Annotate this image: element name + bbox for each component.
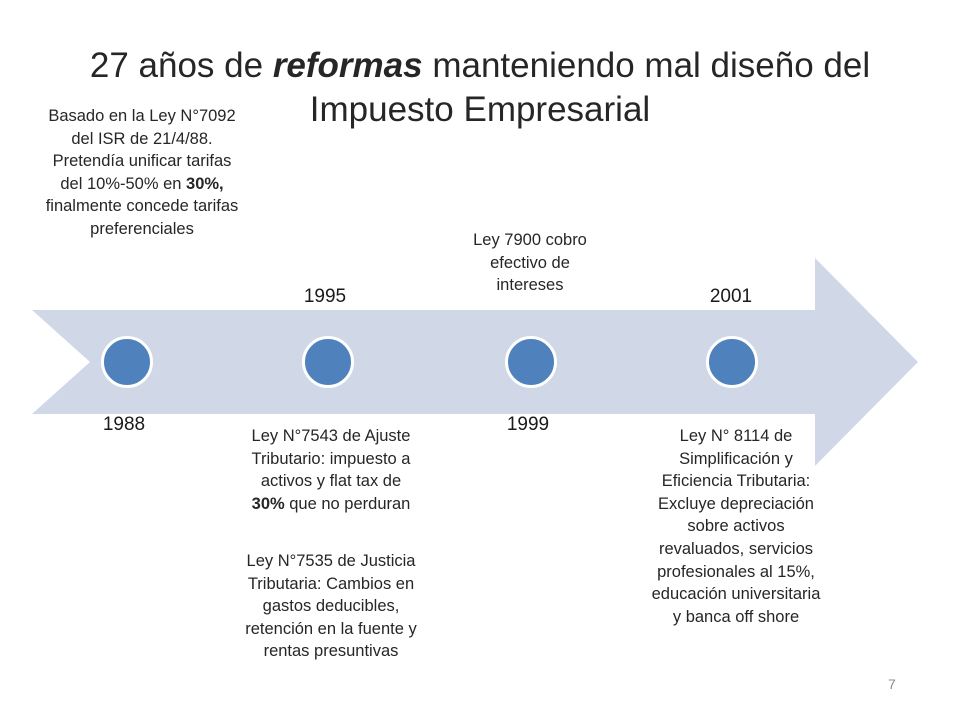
event-1999-description: Ley 7900 cobro efectivo de intereses xyxy=(473,231,587,295)
page-number: 7 xyxy=(888,676,896,692)
title-emphasis: reformas xyxy=(272,46,423,85)
title-part1: 27 años de xyxy=(89,46,273,85)
event-2001-year: 2001 xyxy=(709,286,753,307)
event-1988-year: 1988 xyxy=(102,414,146,435)
event-1995-description-2: Ley N°7535 de Justicia Tributaria: Cambi… xyxy=(245,552,417,661)
event-1988-description: Basado en la Ley N°7092 del ISR de 21/4/… xyxy=(45,107,239,238)
timeline-dot-1988 xyxy=(101,336,153,388)
timeline-dot-1995 xyxy=(302,336,354,388)
timeline-dot-2001 xyxy=(706,336,758,388)
event-2001-description: Ley N° 8114 de Simplificación y Eficienc… xyxy=(651,427,821,626)
timeline-arrow-shape xyxy=(32,258,918,466)
title-part2: manteniendo mal diseño del Impuesto Empr… xyxy=(309,46,871,129)
event-1995-year: 1995 xyxy=(303,286,347,307)
timeline-dot-1999 xyxy=(505,336,557,388)
event-1995-description: Ley N°7543 de Ajuste Tributario: impuest… xyxy=(251,427,411,513)
slide-title: 27 años de reformas manteniendo mal dise… xyxy=(60,44,900,132)
event-1999-year: 1999 xyxy=(506,414,550,435)
